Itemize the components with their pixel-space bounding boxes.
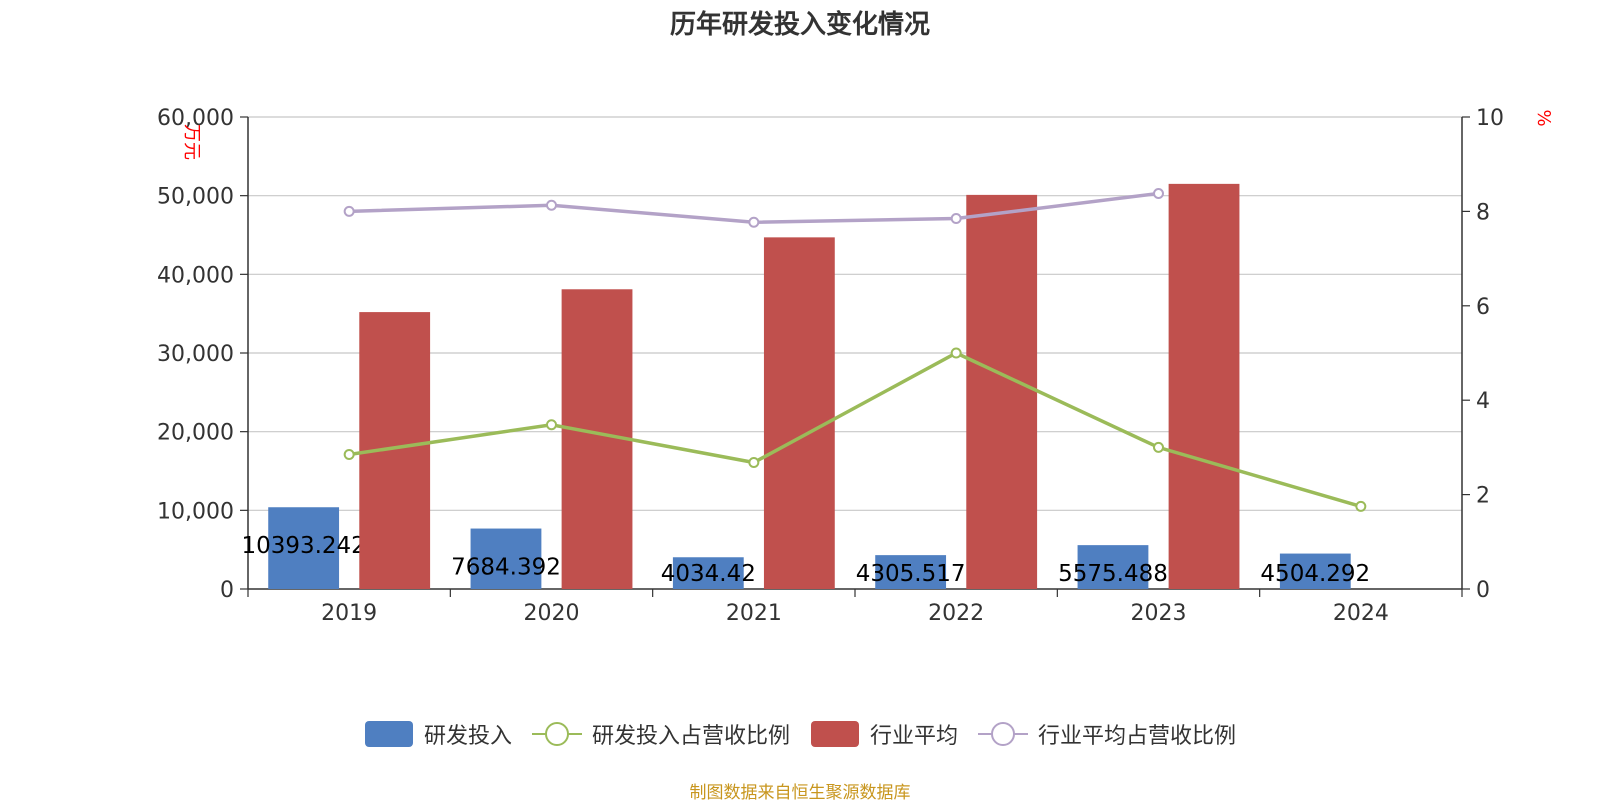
data-point (1355, 500, 1367, 512)
chart-title: 历年研发投入变化情况 (669, 10, 930, 40)
legend-bar-swatch (811, 721, 859, 747)
data-point (950, 212, 962, 224)
y-left-tick-label: 0 (220, 578, 234, 603)
legend-item[interactable]: 行业平均占营收比例 (978, 718, 1236, 750)
legend-swatch (531, 722, 582, 746)
legend-bar-swatch (364, 721, 413, 747)
legend-item[interactable]: 行业平均 (810, 718, 958, 750)
bar-industry-average (763, 237, 835, 590)
data-point (748, 457, 760, 469)
source-note: 制图数据来自恒生聚源数据库 (689, 783, 911, 803)
x-tick-label: 2022 (928, 601, 984, 626)
data-point (1153, 187, 1164, 199)
bar-data-label: 4034.42 (661, 561, 756, 587)
legend-item[interactable]: 研发投入占营收比例 (531, 718, 790, 750)
y-right-tick-label: 8 (1476, 200, 1490, 225)
legend-swatch (364, 721, 413, 747)
x-tick-label: 2020 (524, 601, 580, 626)
legend-swatch (978, 722, 1029, 746)
y-right-tick-label: 2 (1476, 484, 1490, 509)
legend-swatch (811, 721, 859, 747)
bar-rd-investment (1077, 545, 1149, 589)
y-right-tick-label: 4 (1476, 389, 1490, 414)
x-tick-label: 2021 (726, 601, 782, 626)
data-point (950, 347, 962, 359)
legend-label: 行业平均占营收比例 (1038, 724, 1237, 749)
legend-label: 研发投入 (423, 724, 512, 749)
y-left-tick-label: 10,000 (157, 499, 234, 524)
bar-industry-average (966, 194, 1038, 589)
y-right-tick-label: 0 (1476, 578, 1490, 603)
y-left-tick-label: 30,000 (157, 342, 234, 367)
bar-rd-investment (875, 555, 947, 589)
y-left-tick-label: 40,000 (157, 263, 234, 288)
legend-marker (991, 722, 1016, 746)
data-point (546, 199, 557, 211)
bar-data-label: 10393.242 (241, 533, 365, 559)
y-right-tick-label: 10 (1476, 106, 1504, 131)
bar-rd-investment (672, 557, 744, 589)
bar-rd-investment (268, 507, 340, 589)
y-left-tick-label: 60,000 (157, 106, 234, 131)
y-left-tick-label: 20,000 (157, 421, 234, 446)
bar-data-label: 7684.392 (451, 555, 561, 581)
legend-label: 研发投入占营收比例 (591, 724, 790, 749)
legend-item[interactable]: 研发投入 (364, 718, 512, 750)
legend-marker (544, 722, 569, 746)
y-left-axis-label: 万元 (181, 124, 202, 160)
y-left-tick-label: 50,000 (157, 185, 234, 210)
x-tick-label: 2019 (321, 601, 377, 626)
data-point (1153, 441, 1164, 453)
y-right-tick-label: 6 (1476, 295, 1490, 320)
bar-rd-investment (470, 528, 542, 589)
data-point (546, 419, 557, 431)
data-point (748, 216, 760, 228)
bar-data-label: 4504.292 (1260, 561, 1370, 587)
series-line-rd-ratio (348, 351, 1362, 509)
bar-data-label: 5575.488 (1058, 561, 1168, 587)
data-point (343, 448, 355, 460)
bar-rd-investment (1279, 553, 1351, 589)
x-tick-label: 2023 (1131, 601, 1187, 626)
y-right-axis-label: % (1533, 109, 1554, 126)
data-point (343, 205, 355, 217)
bar-industry-average (1168, 183, 1240, 589)
bar-data-label: 4305.517 (856, 561, 966, 587)
chart-legend: 研发投入 研发投入占营收比例 行业平均 行业平均占营收比例 (0, 718, 1600, 750)
legend-label: 行业平均 (870, 724, 959, 749)
x-tick-label: 2024 (1333, 601, 1389, 626)
